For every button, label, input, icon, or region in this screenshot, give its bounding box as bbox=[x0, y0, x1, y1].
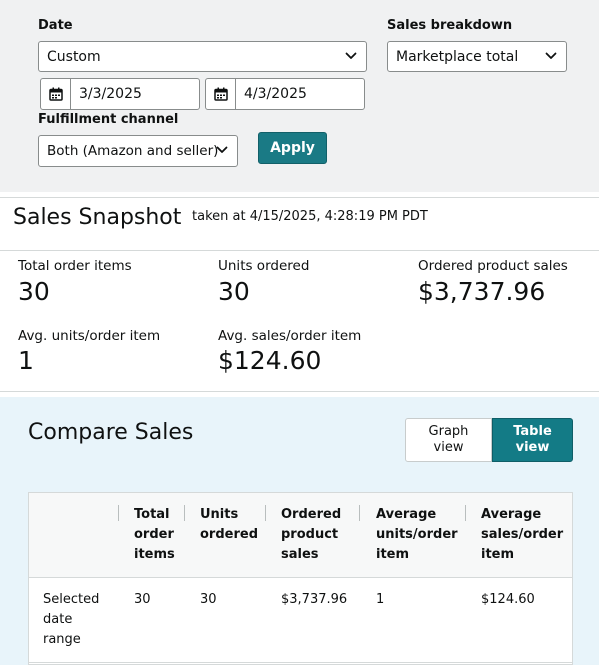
apply-button[interactable]: Apply bbox=[258, 132, 327, 164]
metric-value: 30 bbox=[218, 277, 250, 306]
view-toggle: Graph view Table view bbox=[405, 418, 573, 462]
row-label: Selected date range bbox=[43, 592, 100, 647]
column-header[interactable]: Average units/order item bbox=[376, 507, 458, 562]
metric-label: Ordered product sales bbox=[418, 258, 568, 274]
chevron-down-icon bbox=[545, 52, 557, 59]
table-cell: $3,737.96 bbox=[281, 592, 348, 607]
chevron-down-icon bbox=[216, 146, 228, 153]
sales-breakdown-label: Sales breakdown bbox=[387, 18, 513, 33]
metric-label: Avg. sales/order item bbox=[218, 328, 362, 344]
table-cell: 30 bbox=[200, 592, 217, 607]
end-date-value: 4/3/2025 bbox=[244, 86, 307, 102]
column-header[interactable]: Ordered product sales bbox=[281, 507, 342, 562]
metric-label: Avg. units/order item bbox=[18, 328, 161, 344]
column-separator bbox=[465, 505, 466, 521]
date-range-select-value: Custom bbox=[47, 48, 101, 65]
column-separator bbox=[118, 505, 119, 521]
table-view-button[interactable]: Table view bbox=[492, 418, 573, 462]
sales-breakdown-select[interactable]: Marketplace total bbox=[387, 41, 567, 72]
end-date-input[interactable]: 4/3/2025 bbox=[205, 78, 365, 110]
column-separator bbox=[184, 505, 185, 521]
column-header[interactable]: Total order items bbox=[134, 507, 175, 562]
column-separator bbox=[359, 505, 360, 521]
column-header[interactable]: Average sales/order item bbox=[481, 507, 564, 562]
metric-label: Total order items bbox=[18, 258, 132, 274]
calendar-icon[interactable] bbox=[41, 79, 71, 109]
column-header[interactable]: Units ordered bbox=[200, 507, 258, 542]
sales-breakdown-select-value: Marketplace total bbox=[396, 48, 519, 65]
start-date-input[interactable]: 3/3/2025 bbox=[40, 78, 200, 110]
sales-snapshot-title: Sales Snapshot bbox=[13, 205, 182, 230]
metric-value: $124.60 bbox=[218, 346, 322, 375]
graph-view-button[interactable]: Graph view bbox=[405, 418, 492, 462]
metric-value: $3,737.96 bbox=[418, 277, 546, 306]
divider bbox=[0, 250, 599, 251]
divider bbox=[0, 197, 599, 198]
metric-value: 1 bbox=[18, 346, 34, 375]
fulfillment-channel-select[interactable]: Both (Amazon and seller) bbox=[38, 135, 238, 167]
table-cell: 1 bbox=[376, 592, 385, 607]
graph-view-label: Graph view bbox=[428, 424, 469, 455]
divider bbox=[0, 391, 599, 392]
fulfillment-channel-select-value: Both (Amazon and seller) bbox=[47, 143, 219, 159]
table-view-label: Table view bbox=[513, 424, 552, 455]
snapshot-timestamp: taken at 4/15/2025, 4:28:19 PM PDT bbox=[192, 209, 428, 224]
column-separator bbox=[265, 505, 266, 521]
metric-value: 30 bbox=[18, 277, 50, 306]
row-divider bbox=[28, 662, 573, 663]
date-label: Date bbox=[38, 18, 73, 33]
fulfillment-channel-label: Fulfillment channel bbox=[38, 112, 179, 127]
table-cell: 30 bbox=[134, 592, 151, 607]
compare-sales-title: Compare Sales bbox=[28, 420, 194, 445]
calendar-icon[interactable] bbox=[206, 79, 236, 109]
chevron-down-icon bbox=[345, 52, 357, 59]
table-cell: $124.60 bbox=[481, 592, 535, 607]
start-date-value: 3/3/2025 bbox=[79, 86, 142, 102]
date-range-select[interactable]: Custom bbox=[38, 41, 367, 72]
metric-label: Units ordered bbox=[218, 258, 310, 274]
